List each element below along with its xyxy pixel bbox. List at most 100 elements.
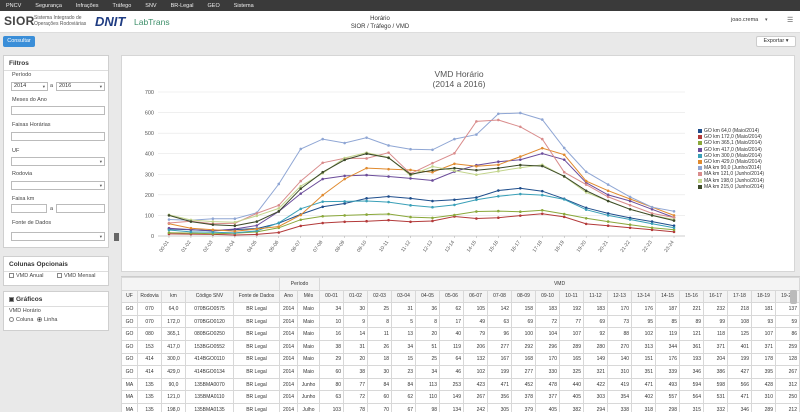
data-point <box>409 197 412 200</box>
table-cell: BR Legal <box>233 402 280 412</box>
breadcrumb: SIOR / Tráfego / VMD <box>350 24 410 30</box>
graficos-checkbox[interactable] <box>9 296 14 302</box>
vmd-value-cell: 594 <box>679 377 704 392</box>
table-cell: 2014 <box>279 314 298 329</box>
km-to-input[interactable] <box>56 204 105 213</box>
data-point <box>365 173 368 177</box>
year-from-select[interactable]: 2014 ▾ <box>11 82 48 91</box>
data-point <box>540 146 544 150</box>
vmd-value-cell: 204 <box>703 352 728 367</box>
legend-item[interactable]: MA km 215,0 (Junho/2014) <box>698 184 794 190</box>
nav-item-seguranca[interactable]: Segurança <box>35 2 62 9</box>
legend-item[interactable]: MA km 90,0 (Junho/2014) <box>698 165 794 171</box>
data-point <box>519 166 522 170</box>
vmd-value-cell: 183 <box>535 302 560 316</box>
table-row[interactable]: GO 070 64,0 070BGO0575 BR Legal 2014 Maio 34 30 2… <box>121 302 800 316</box>
faixas-input[interactable] <box>11 132 105 141</box>
vmd-value-cell: 13 <box>391 327 416 341</box>
data-point <box>343 141 346 145</box>
vmd-anual-checkbox[interactable] <box>9 273 14 279</box>
legend-item[interactable]: MA km 198,0 (Junho/2014) <box>698 178 794 184</box>
table-row[interactable]: GO 070 172,0 070BGO0120 BR Legal 2014 Maio 10 9 8… <box>121 314 800 329</box>
uf-select[interactable]: ▾ <box>11 157 105 166</box>
coluna-radio[interactable] <box>9 317 14 323</box>
coluna-option[interactable]: Coluna <box>9 317 33 323</box>
vmd-mensal-option[interactable]: VMD Mensal <box>57 273 95 279</box>
vmd-anual-option[interactable]: VMD Anual <box>9 273 44 279</box>
hour-column-header: 15-16 <box>679 289 704 304</box>
user-menu[interactable]: joao.crema <box>731 17 759 23</box>
vmd-value-cell: 62 <box>439 302 464 316</box>
exportar-button[interactable]: Exportar ▾ <box>756 36 796 47</box>
data-point <box>299 213 303 217</box>
vmd-value-cell: 60 <box>319 365 344 379</box>
rodovia-select[interactable]: ▾ <box>11 181 105 190</box>
menu-icon[interactable]: ☰ <box>787 17 794 24</box>
table-row[interactable]: MA 135 90,0 135BMA0070 BR Legal 2014 Junho 80 77… <box>121 377 800 392</box>
vmd-mensal-checkbox[interactable] <box>57 273 62 279</box>
table-row[interactable]: GO 153 417,0 153BGO0552 BR Legal 2014 Maio 38 31… <box>121 339 800 354</box>
panel-toggle-handle[interactable] <box>114 233 119 241</box>
x-tick-label: 07-08 <box>312 240 324 254</box>
table-row[interactable]: GO 080 365,1 080BGO0250 BR Legal 2014 Maio 16 14… <box>121 327 800 341</box>
hour-column-header: 12-13 <box>607 289 632 304</box>
legend-item[interactable]: GO km 429,0 (Maio/2014) <box>698 159 794 165</box>
data-point <box>321 137 324 141</box>
table-row[interactable]: GO 414 300,0 414BGO0110 BR Legal 2014 Maio 29 20… <box>121 352 800 367</box>
vmd-value-cell: 318 <box>631 402 656 412</box>
nav-item-snv[interactable]: SNV <box>145 2 157 9</box>
year-to-select[interactable]: 2016 ▾ <box>56 82 105 91</box>
vmd-value-cell: 339 <box>655 365 680 379</box>
vmd-value-cell: 371 <box>751 339 776 354</box>
linha-option[interactable]: Linha <box>37 317 57 323</box>
vmd-value-cell: 20 <box>343 352 368 367</box>
linha-radio[interactable] <box>37 317 42 323</box>
vmd-value-cell: 280 <box>583 339 608 354</box>
table-row[interactable]: MA 135 121,0 135BMA0110 BR Legal 2014 Junho 63 7… <box>121 390 800 404</box>
legend-item[interactable]: MA km 121,0 (Junho/2014) <box>698 171 794 177</box>
km-from-input[interactable] <box>11 204 47 213</box>
vmd-value-cell: 289 <box>559 339 584 354</box>
table-cell: 135 <box>137 377 162 392</box>
x-tick-label: 20-21 <box>598 240 610 254</box>
table-scrollbar[interactable] <box>790 290 797 304</box>
legend-item[interactable]: GO km 64,0 (Maio/2014) <box>698 128 794 134</box>
table-cell: Julho <box>297 402 320 412</box>
chart-legend: GO km 64,0 (Maio/2014) GO km 172,0 (Maio/… <box>698 128 794 190</box>
nav-item-br-legal[interactable]: BR-Legal <box>170 2 194 9</box>
data-point <box>277 225 281 228</box>
vmd-value-cell: 104 <box>535 327 560 341</box>
legend-item[interactable]: GO km 417,0 (Maio/2014) <box>698 147 794 153</box>
data-point <box>497 194 500 198</box>
data-point <box>431 168 434 172</box>
consultar-button[interactable]: Consultar <box>3 36 35 47</box>
data-point <box>387 212 390 216</box>
table-cell: 153 <box>137 339 162 354</box>
user-caret-icon[interactable]: ▾ <box>765 17 768 23</box>
legend-item[interactable]: GO km 172,0 (Maio/2014) <box>698 134 794 140</box>
legend-item[interactable]: GO km 300,0 (Maio/2014) <box>698 153 794 159</box>
nav-item-pncv[interactable]: PNCV <box>6 2 22 9</box>
vmd-value-cell: 187 <box>655 302 680 316</box>
table-row[interactable]: MA 135 198,0 135BMA0135 BR Legal 2014 Julho 103… <box>121 402 800 412</box>
vmd-value-cell: 598 <box>703 377 728 392</box>
data-point <box>365 219 368 223</box>
column-header: Mês <box>297 289 320 304</box>
periodo-separator: a <box>50 83 54 89</box>
data-point <box>650 228 654 232</box>
fonte-select[interactable]: ▾ <box>11 232 105 241</box>
vmd-value-cell: 395 <box>751 365 776 379</box>
table-cell: Maio <box>297 314 320 329</box>
nav-item-sistema[interactable]: Sistema <box>233 2 254 9</box>
data-point <box>584 222 588 226</box>
table-row[interactable]: GO 414 429,0 414BGO0134 BR Legal 2014 Maio 60 38… <box>121 365 800 379</box>
meses-input[interactable] <box>11 106 105 115</box>
nav-item-geo[interactable]: GEO <box>207 2 220 9</box>
data-point <box>497 112 500 116</box>
nav-item-trafego[interactable]: Tráfego <box>112 2 132 9</box>
nav-item-infracoes[interactable]: Infrações <box>75 2 99 9</box>
legend-item[interactable]: GO km 365,1 (Maio/2014) <box>698 140 794 146</box>
sior-logo[interactable]: SIOR <box>4 14 35 28</box>
data-point <box>387 175 390 178</box>
year-from-value: 2014 <box>14 83 27 89</box>
